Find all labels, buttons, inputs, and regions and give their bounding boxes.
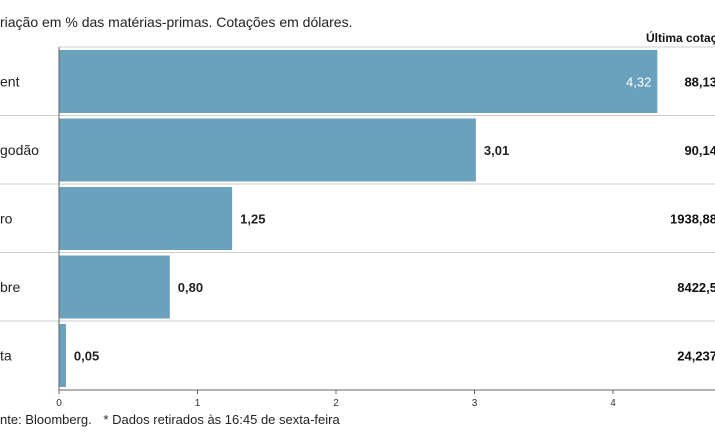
last-quote-header: Última cotaç	[646, 31, 715, 45]
x-tick-label: 2	[333, 398, 339, 409]
last-quote-value: 90,14	[684, 143, 715, 158]
category-label: ent	[0, 74, 20, 90]
category-label: ro	[0, 211, 13, 227]
value-label: 3,01	[484, 143, 509, 158]
chart-footer: nte: Bloomberg. * Dados retirados às 16:…	[0, 412, 348, 427]
bar-5	[59, 324, 66, 387]
category-label: godão	[0, 142, 39, 158]
bar-3	[59, 187, 233, 250]
bar-2	[59, 118, 476, 182]
x-tick-label: 4	[610, 398, 616, 409]
value-label: 4,32	[626, 75, 651, 90]
last-quote-value: 24,237	[677, 349, 715, 364]
x-tick-label: 3	[472, 398, 478, 409]
bar-4	[59, 255, 170, 319]
chart-subtitle: riação em % das matérias-primas. Cotaçõe…	[0, 14, 353, 30]
x-tick-label: 1	[195, 398, 201, 409]
value-label: 0,80	[178, 280, 203, 295]
last-quote-value: 1938,88	[670, 212, 715, 227]
last-quote-value: 8422,5	[677, 280, 715, 295]
bar-1	[59, 50, 658, 113]
x-tick-label: 0	[56, 398, 62, 409]
last-quote-value: 88,13	[684, 75, 715, 90]
category-label: bre	[0, 279, 20, 295]
source-note: nte: Bloomberg.	[0, 412, 92, 427]
category-label: ta	[0, 348, 12, 364]
timestamp-note: * Dados retirados às 16:45 de sexta-feir…	[103, 412, 340, 427]
value-label: 1,25	[240, 212, 265, 227]
value-label: 0,05	[74, 349, 99, 364]
